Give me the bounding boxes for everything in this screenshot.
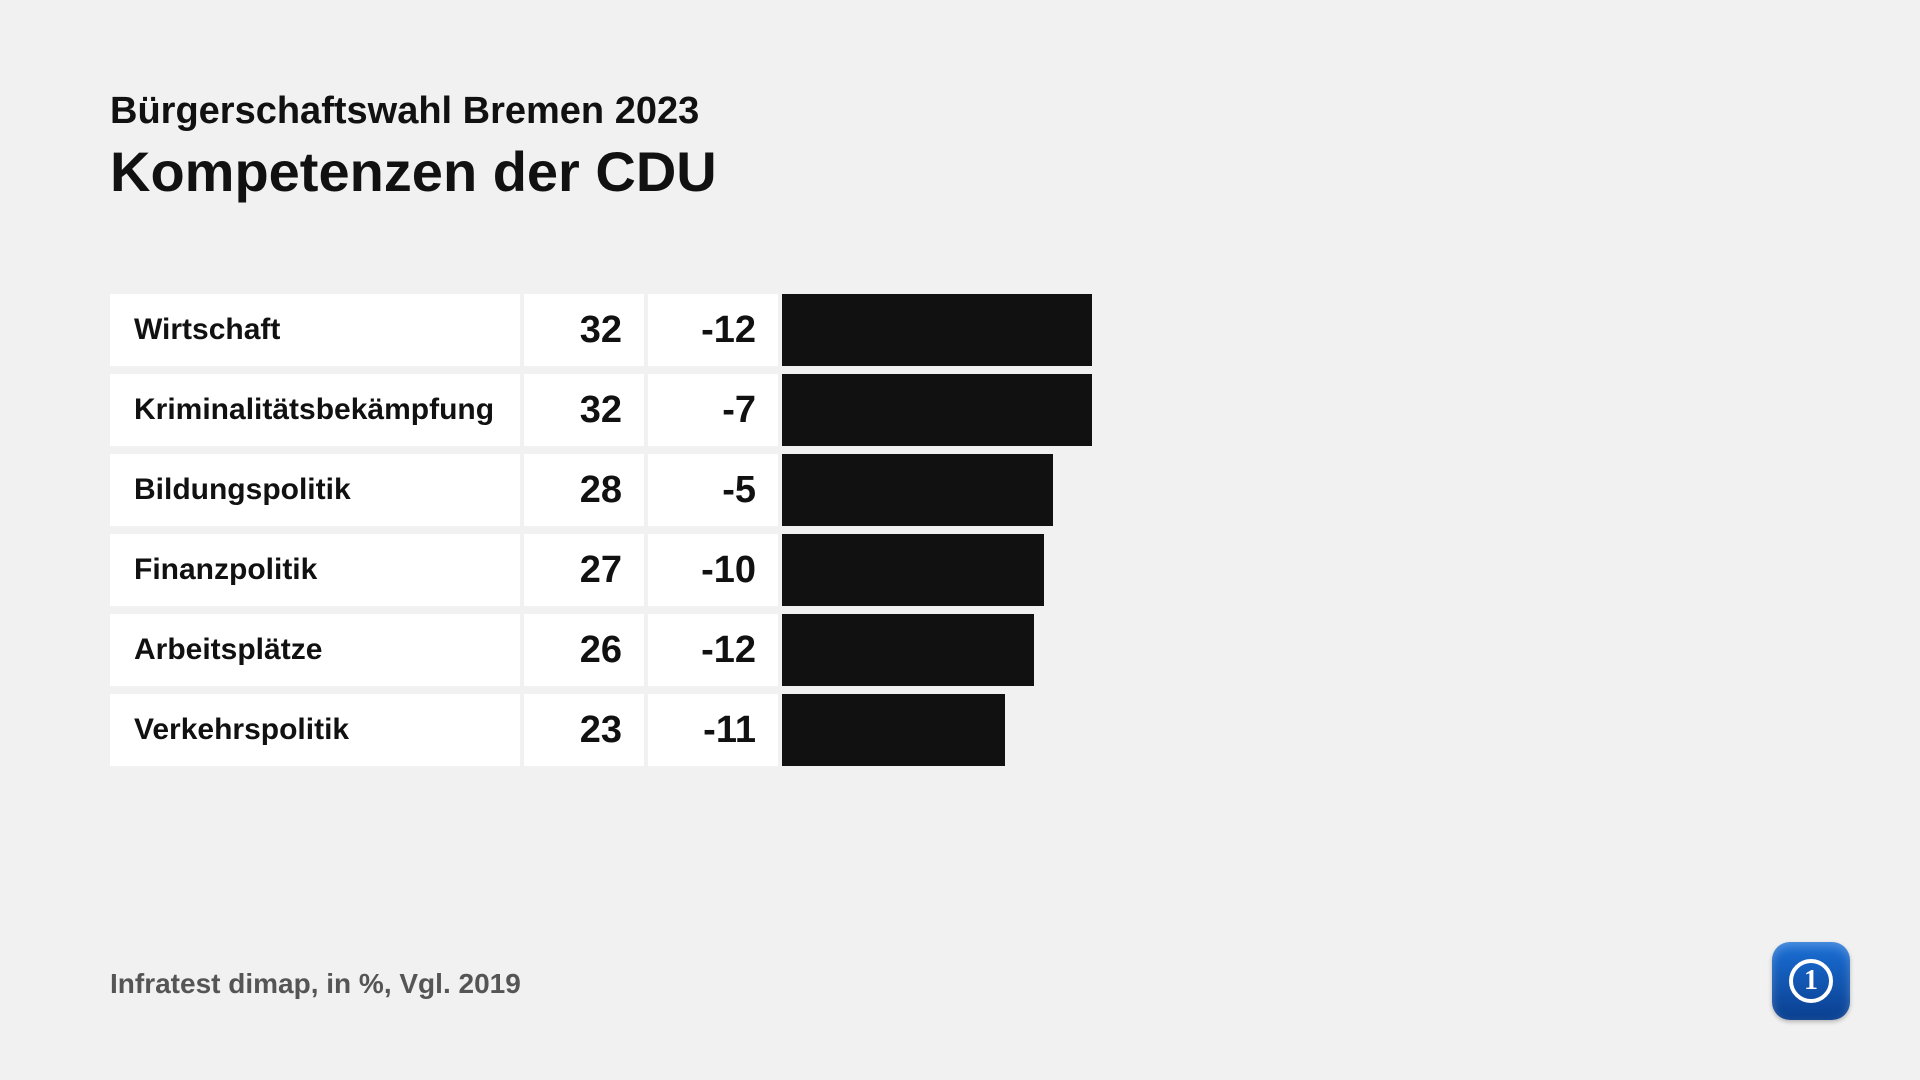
row-label: Wirtschaft [110,294,520,366]
supertitle: Bürgerschaftswahl Bremen 2023 [110,90,1810,133]
chart-row: Verkehrspolitik23-11 [110,694,1810,766]
bar [782,374,1092,446]
row-value: 32 [524,294,644,366]
bar [782,454,1053,526]
chart-row: Bildungspolitik28-5 [110,454,1810,526]
bar [782,694,1005,766]
row-label: Finanzpolitik [110,534,520,606]
bar-area [782,694,1482,766]
row-change: -5 [648,454,778,526]
logo-glyph: 1 [1789,959,1833,1003]
row-label: Bildungspolitik [110,454,520,526]
page-title: Kompetenzen der CDU [110,139,1810,204]
bar-area [782,374,1482,446]
bar-area [782,614,1482,686]
row-change: -12 [648,294,778,366]
row-change: -12 [648,614,778,686]
row-value: 23 [524,694,644,766]
bar [782,294,1092,366]
bar-area [782,454,1482,526]
bar-chart: Wirtschaft32-12Kriminalitätsbekämpfung32… [110,294,1810,766]
bar [782,534,1044,606]
row-change: -7 [648,374,778,446]
broadcaster-logo: 1 [1772,942,1850,1020]
row-label: Kriminalitätsbekämpfung [110,374,520,446]
row-change: -10 [648,534,778,606]
row-change: -11 [648,694,778,766]
bar-area [782,534,1482,606]
bar-area [782,294,1482,366]
row-value: 26 [524,614,644,686]
row-value: 32 [524,374,644,446]
source-footer: Infratest dimap, in %, Vgl. 2019 [110,968,521,1000]
bar [782,614,1034,686]
chart-row: Finanzpolitik27-10 [110,534,1810,606]
row-value: 28 [524,454,644,526]
chart-row: Wirtschaft32-12 [110,294,1810,366]
row-value: 27 [524,534,644,606]
row-label: Arbeitsplätze [110,614,520,686]
chart-row: Arbeitsplätze26-12 [110,614,1810,686]
row-label: Verkehrspolitik [110,694,520,766]
chart-row: Kriminalitätsbekämpfung32-7 [110,374,1810,446]
